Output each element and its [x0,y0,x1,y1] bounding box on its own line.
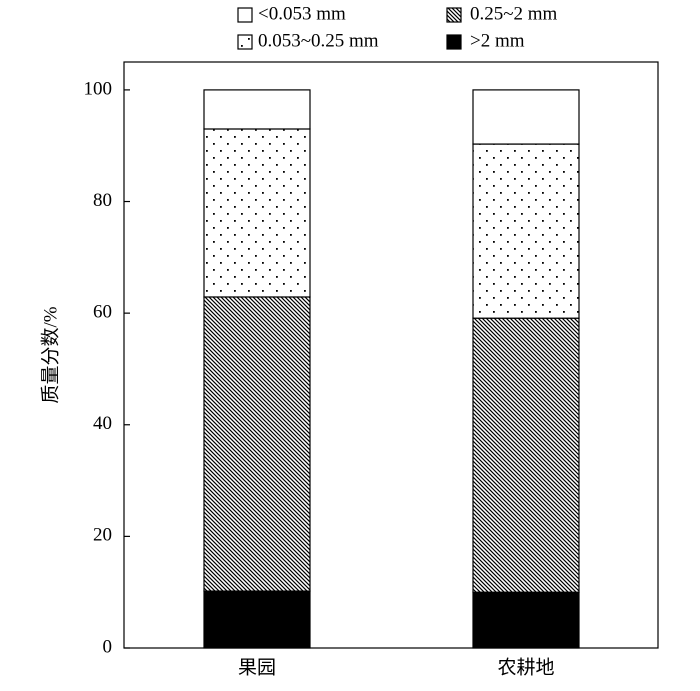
y-tick-label: 80 [93,190,112,211]
bar-segment [472,317,580,593]
bar-segment [203,89,311,130]
x-tick-label: 农耕地 [497,656,554,678]
y-tick-label: 0 [103,636,113,657]
bar-segment [472,89,580,145]
y-tick-label: 60 [93,302,112,323]
y-tick-label: 100 [84,78,113,99]
bar-segment [472,143,580,319]
legend-label: >2 mm [470,30,525,51]
legend-label: <0.053 mm [258,3,346,24]
legend-swatch [446,34,462,50]
legend-label: 0.053~0.25 mm [258,30,379,51]
legend-label: 0.25~2 mm [470,3,558,24]
bar-segment [203,590,311,649]
bar-segment [203,128,311,298]
y-tick-label: 20 [93,525,112,546]
legend-swatch [237,7,253,23]
bar-segment [472,591,580,649]
legend-swatch [446,7,462,23]
legend-swatch [237,34,253,50]
plot-frame [123,61,659,649]
y-tick-label: 40 [93,413,112,434]
x-tick-label: 果园 [238,657,276,678]
y-axis-label: 质量分数/% [39,306,61,403]
bar-segment [203,296,311,592]
